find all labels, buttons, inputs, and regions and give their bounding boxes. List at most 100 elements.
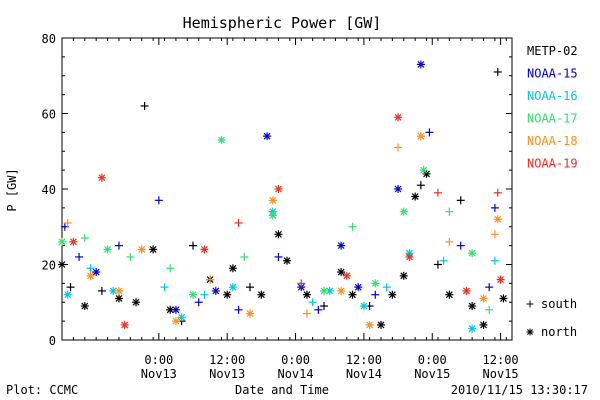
x-tick-time: 0:00 <box>418 353 447 367</box>
north-point-metp-02 <box>445 290 454 299</box>
x-tick-date: Nov14 <box>346 367 382 381</box>
x-axis-label: Date and Time <box>235 383 329 397</box>
south-point-metp-02 <box>433 260 442 269</box>
legend-item-metp-02: METP-02 <box>527 44 578 58</box>
south-point-noaa-15 <box>114 241 123 250</box>
south-point-metp-02 <box>320 302 329 311</box>
north-point-metp-02 <box>348 290 357 299</box>
legend: METP-02 NOAA-15 NOAA-16 NOAA-17 NOAA-18 NOAA-… <box>527 44 578 171</box>
hemi-legend-symbol-south <box>526 300 534 308</box>
legend-item-noaa-19: NOAA-19 <box>527 157 578 171</box>
south-point-noaa-17 <box>240 252 249 261</box>
x-tick-date: Nov13 <box>209 367 245 381</box>
y-tick-label: 0 <box>49 334 56 348</box>
south-point-noaa-16 <box>200 290 209 299</box>
south-point-noaa-17 <box>348 222 357 231</box>
south-point-noaa-18 <box>445 237 454 246</box>
hemi-legend-symbol-north <box>526 328 534 336</box>
south-point-noaa-17 <box>126 252 135 261</box>
south-point-noaa-17 <box>445 207 454 216</box>
north-point-noaa-17 <box>468 249 477 258</box>
north-point-noaa-18 <box>114 286 123 295</box>
north-point-noaa-18 <box>337 286 346 295</box>
y-axis-ticks: 0 20 40 60 80 <box>42 32 512 348</box>
south-point-noaa-16 <box>382 283 391 292</box>
y-tick-label: 20 <box>42 259 56 273</box>
north-point-metp-02 <box>302 290 311 299</box>
north-point-noaa-19 <box>496 275 505 284</box>
north-point-noaa-16 <box>359 302 368 311</box>
south-point-metp-02 <box>140 101 149 110</box>
north-point-noaa-19 <box>394 113 403 122</box>
y-axis-label: P [GW] <box>5 168 19 211</box>
chart-title: Hemispheric Power [GW] <box>183 14 382 32</box>
north-point-noaa-15 <box>337 241 346 250</box>
north-point-noaa-18 <box>86 271 95 280</box>
south-point-noaa-18 <box>490 230 499 239</box>
south-point-noaa-15 <box>371 290 380 299</box>
north-point-noaa-19 <box>342 271 351 280</box>
north-point-noaa-18 <box>245 309 254 318</box>
north-point-noaa-15 <box>263 132 272 141</box>
north-point-noaa-17 <box>217 135 226 144</box>
north-point-metp-02 <box>228 264 237 273</box>
legend-item-noaa-16: NOAA-16 <box>527 89 578 103</box>
south-point-noaa-15 <box>456 241 465 250</box>
north-point-noaa-17 <box>189 290 198 299</box>
hemisphere-legend: south north <box>526 297 577 339</box>
north-point-noaa-16 <box>177 313 186 322</box>
north-point-noaa-18 <box>416 132 425 141</box>
north-point-noaa-17 <box>419 166 428 175</box>
south-point-noaa-17 <box>166 264 175 273</box>
south-point-noaa-16 <box>490 256 499 265</box>
x-tick-time: 0:00 <box>281 353 310 367</box>
south-point-noaa-15 <box>194 298 203 307</box>
x-tick-time: 12:00 <box>483 353 519 367</box>
south-point-noaa-19 <box>234 218 243 227</box>
north-point-noaa-16 <box>228 283 237 292</box>
south-point-metp-02 <box>97 286 106 295</box>
north-point-noaa-18 <box>268 196 277 205</box>
north-point-metp-02 <box>114 294 123 303</box>
north-point-noaa-17 <box>371 279 380 288</box>
x-axis-ticks: 0:00Nov1312:00Nov130:00Nov1412:00Nov140:… <box>61 38 519 381</box>
hemi-legend-label-north: north <box>541 325 577 339</box>
south-point-noaa-15 <box>234 305 243 314</box>
south-point-noaa-16 <box>86 264 95 273</box>
south-point-noaa-15 <box>154 196 163 205</box>
north-point-noaa-19 <box>120 320 129 329</box>
north-point-noaa-18 <box>493 215 502 224</box>
south-point-noaa-15 <box>274 252 283 261</box>
south-point-metp-02 <box>493 67 502 76</box>
x-tick-date: Nov13 <box>141 367 177 381</box>
south-point-noaa-16 <box>308 298 317 307</box>
north-point-noaa-15 <box>354 283 363 292</box>
north-point-noaa-18 <box>137 245 146 254</box>
north-point-metp-02 <box>80 302 89 311</box>
south-point-metp-02 <box>245 283 254 292</box>
south-point-noaa-19 <box>433 188 442 197</box>
north-point-metp-02 <box>257 290 266 299</box>
x-tick-date: Nov14 <box>277 367 313 381</box>
north-point-metp-02 <box>283 256 291 265</box>
north-point-metp-02 <box>468 302 477 311</box>
south-point-noaa-19 <box>297 279 306 288</box>
south-point-noaa-17 <box>80 234 89 243</box>
south-point-metp-02 <box>189 241 198 250</box>
north-point-noaa-17 <box>268 211 277 220</box>
north-point-metp-02 <box>58 260 66 269</box>
south-point-noaa-18 <box>394 143 403 152</box>
south-point-noaa-16 <box>439 256 448 265</box>
data-points <box>58 60 508 333</box>
south-point-noaa-15 <box>425 128 434 137</box>
x-tick-date: Nov15 <box>414 367 450 381</box>
north-point-metp-02 <box>337 268 346 277</box>
south-point-noaa-15 <box>314 305 323 314</box>
north-point-noaa-18 <box>365 320 374 329</box>
y-tick-label: 80 <box>42 32 56 46</box>
south-point-noaa-18 <box>302 309 311 318</box>
south-point-metp-02 <box>66 283 75 292</box>
north-point-noaa-17 <box>58 237 66 246</box>
legend-item-noaa-15: NOAA-15 <box>527 67 578 81</box>
